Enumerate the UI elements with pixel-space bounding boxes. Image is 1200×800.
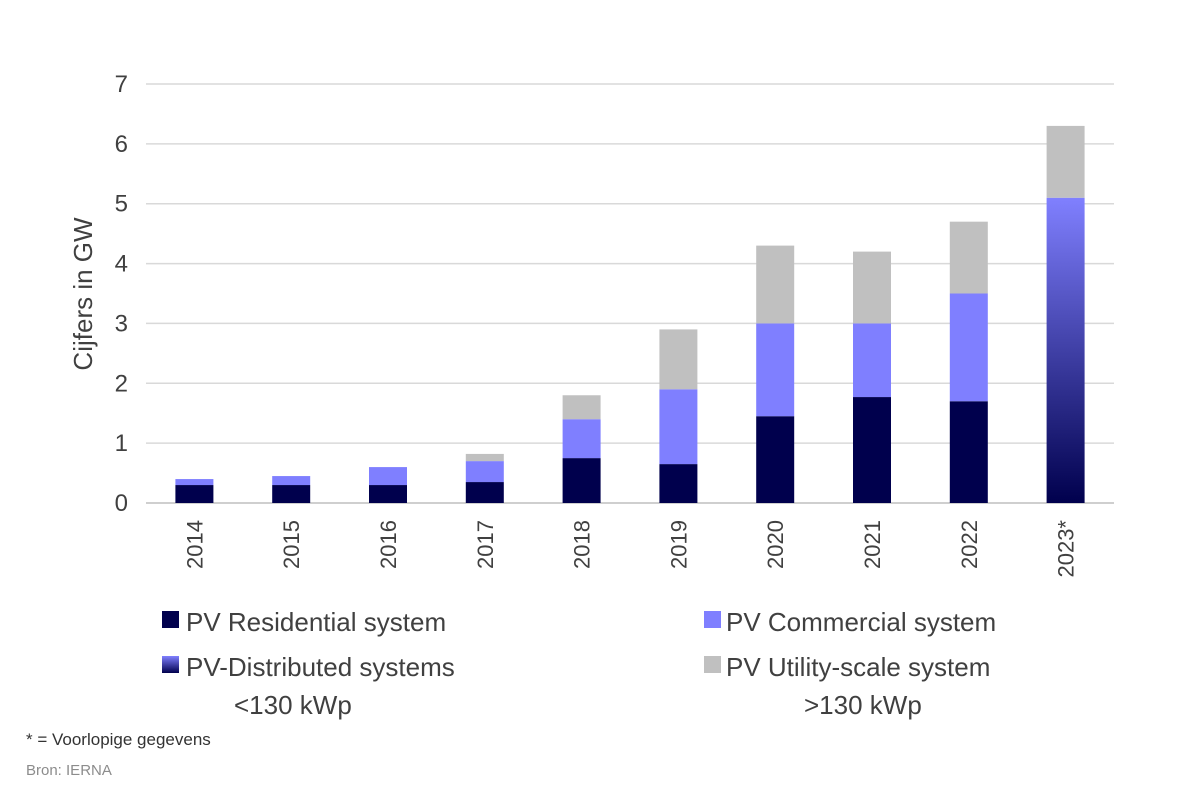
bar-segment-2021-0 — [853, 397, 891, 503]
bar-segment-2014-1 — [175, 479, 214, 486]
x-tick-label: 2022 — [957, 520, 982, 569]
bar-segment-2022-0 — [949, 401, 988, 503]
y-tick-label: 3 — [115, 310, 128, 337]
legend-sublabel: >130 kWp — [804, 690, 922, 720]
bar-segment-2020-0 — [756, 416, 795, 503]
bar-segment-2018-2 — [562, 395, 601, 420]
legend-sublabel: <130 kWp — [234, 690, 352, 720]
legend-swatch — [162, 656, 179, 673]
y-tick-label: 0 — [115, 490, 128, 517]
bar-segment-2019-0 — [659, 464, 698, 503]
y-tick-label: 4 — [115, 251, 128, 278]
x-tick-label: 2016 — [376, 520, 401, 569]
bar-segment-2017-0 — [465, 482, 504, 503]
y-tick-labels: 0 1 2 3 4 5 6 7 — [115, 71, 128, 517]
legend-label: PV Commercial system — [726, 607, 996, 637]
bar-segment-2019-2 — [659, 329, 698, 390]
y-tick-label: 1 — [115, 430, 128, 457]
source-credit: Bron: IERNA — [26, 762, 112, 779]
x-tick-labels: 2014 2015 2016 2017 2018 2019 2020 2021 2022 2023… — [182, 520, 1078, 578]
x-tick-label: 2020 — [763, 520, 788, 569]
bar-segment-2016-0 — [369, 485, 407, 503]
bar-segment-2020-2 — [756, 245, 795, 324]
x-tick-label: 2021 — [860, 520, 885, 569]
y-tick-label: 5 — [115, 191, 128, 218]
x-tick-label: 2019 — [666, 520, 691, 569]
bars — [175, 125, 1085, 503]
bar-segment-2018-1 — [562, 419, 601, 459]
legend: PV Residential system PV Commercial syste… — [162, 607, 996, 720]
bar-segment-2017-2 — [465, 453, 504, 462]
bar-segment-2021-2 — [853, 251, 891, 324]
bar-segment-2020-1 — [756, 323, 795, 417]
y-tick-label: 6 — [115, 131, 128, 158]
legend-swatch — [704, 656, 721, 673]
bar-segment-2015-0 — [272, 485, 311, 503]
x-tick-label: 2018 — [570, 520, 595, 569]
legend-label: PV Residential system — [186, 607, 446, 637]
y-axis-label: Cijfers in GW — [68, 217, 98, 371]
legend-label: PV-Distributed systems — [186, 652, 455, 682]
legend-swatch — [704, 611, 721, 628]
x-tick-label: 2023* — [1054, 520, 1079, 578]
x-tick-label: 2017 — [473, 520, 498, 569]
bar-segment-2019-1 — [659, 389, 698, 465]
legend-swatch — [162, 611, 179, 628]
bar-segment-2021-1 — [853, 323, 891, 398]
legend-label: PV Utility-scale system — [726, 652, 990, 682]
y-tick-label: 2 — [115, 370, 128, 397]
y-tick-label: 7 — [115, 71, 128, 98]
footnote: * = Voorlopige gegevens — [26, 730, 211, 749]
bar-segment-2015-1 — [272, 476, 311, 486]
bar-segment-2016-1 — [369, 467, 407, 486]
bar-segment-2017-1 — [465, 461, 504, 483]
bar-segment-2023-3 — [1046, 197, 1085, 503]
bar-segment-2018-0 — [562, 458, 601, 503]
x-tick-label: 2014 — [182, 520, 207, 569]
gridlines — [146, 83, 1114, 504]
bar-segment-2022-2 — [949, 221, 988, 294]
bar-segment-2023-2 — [1046, 125, 1085, 198]
x-tick-label: 2015 — [279, 520, 304, 569]
bar-segment-2014-0 — [175, 485, 214, 503]
bar-segment-2022-1 — [949, 293, 988, 402]
